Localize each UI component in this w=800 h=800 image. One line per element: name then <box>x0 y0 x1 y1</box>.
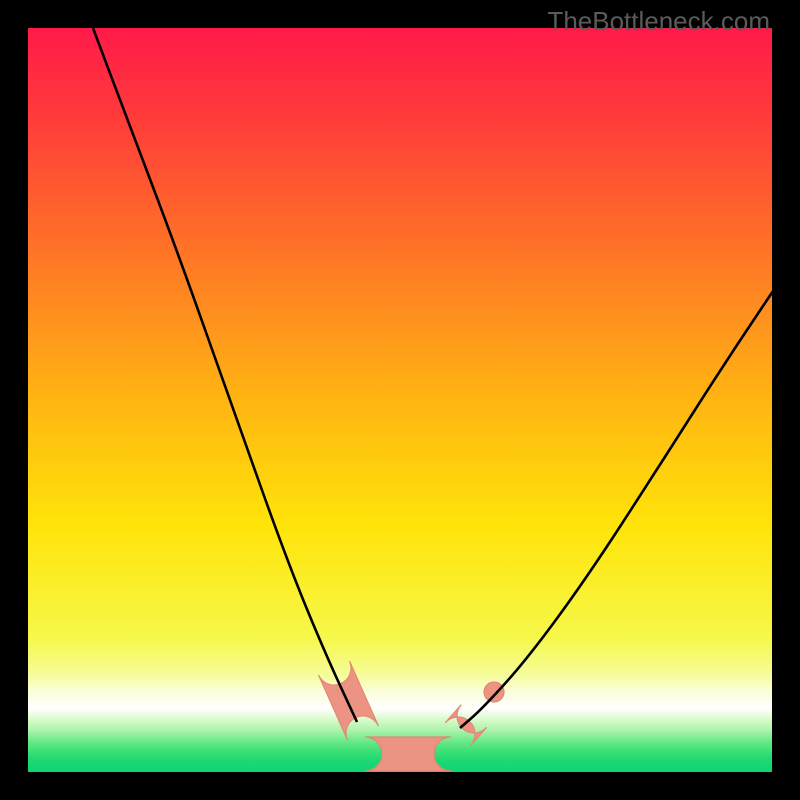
highlight-dot <box>484 682 504 702</box>
watermark-text: TheBottleneck.com <box>547 6 770 37</box>
chart-container: TheBottleneck.com <box>0 0 800 800</box>
bottleneck-chart <box>0 0 800 800</box>
plot-background <box>28 28 772 772</box>
